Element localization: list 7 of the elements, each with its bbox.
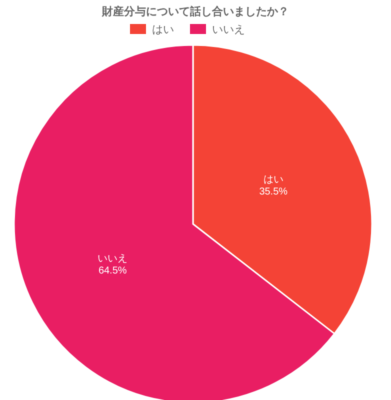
legend-label: はい (152, 24, 174, 36)
slice-label: はい (263, 174, 284, 186)
category-label: いいえ (212, 24, 245, 36)
slice-label: いいえ (98, 253, 128, 264)
data-label: 64.5% (98, 265, 127, 276)
data-label: 35.5% (259, 186, 288, 198)
chart-title: 財産分与について話し合いましたか？ (101, 5, 289, 18)
